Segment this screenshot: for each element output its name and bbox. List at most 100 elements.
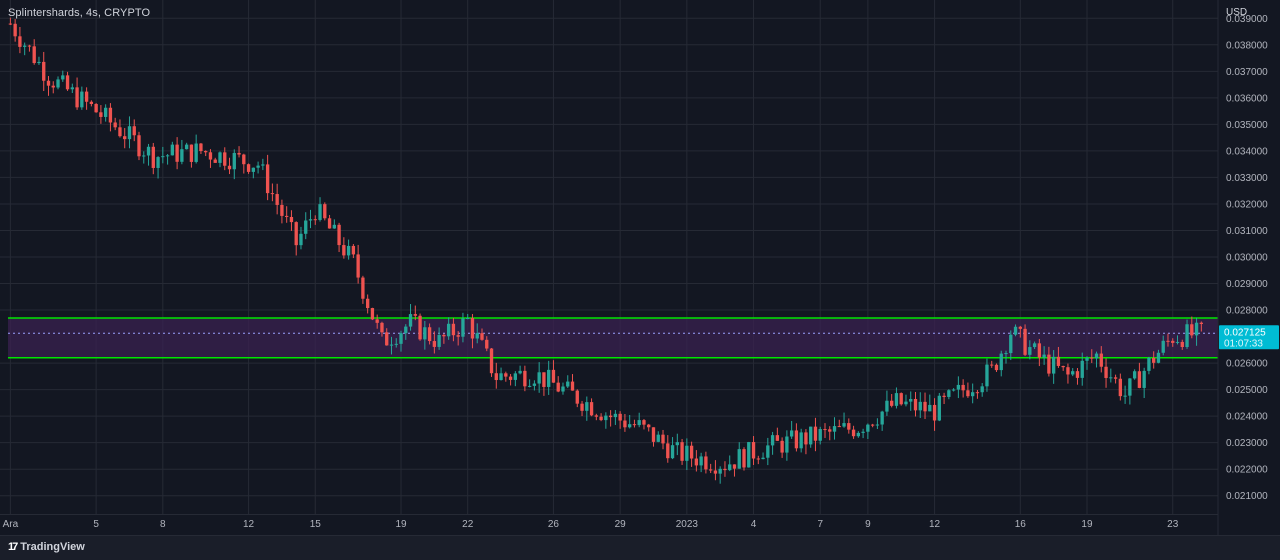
- candle-body: [985, 364, 989, 387]
- candle-body: [718, 468, 722, 474]
- time-tick-label: 19: [1081, 519, 1093, 530]
- candle-body: [508, 376, 513, 380]
- candle-body: [1171, 340, 1175, 343]
- candle-body: [599, 416, 603, 421]
- candle-body: [642, 420, 646, 425]
- candle-body: [570, 381, 575, 391]
- time-tick-label: 5: [93, 519, 99, 530]
- candle-body: [1118, 378, 1123, 397]
- candle-body: [556, 382, 560, 392]
- candle-body: [713, 470, 718, 474]
- time-tick-label: 12: [929, 519, 941, 530]
- candle-body: [365, 298, 370, 309]
- price-tick-label: 0.032000: [1226, 199, 1268, 210]
- candle-body: [832, 426, 837, 432]
- candle-body: [637, 420, 641, 426]
- price-chart[interactable]: 0.039000 0.038000 0.037000 0.036000 0.035000…: [0, 0, 1280, 535]
- candle-body: [475, 333, 479, 339]
- candle-body: [1194, 322, 1199, 336]
- candle-body: [1042, 354, 1046, 358]
- candle-body: [1061, 365, 1065, 368]
- candle-body: [394, 343, 398, 345]
- candle-body: [909, 398, 913, 402]
- candle-body: [404, 326, 408, 334]
- candle-body: [708, 469, 713, 471]
- last-price-value: 0.027125: [1224, 327, 1266, 338]
- price-tick-label: 0.023000: [1226, 438, 1268, 449]
- tradingview-brand[interactable]: 17 TradingView: [8, 541, 85, 553]
- candle-body: [1013, 326, 1018, 335]
- candle-body: [851, 429, 856, 437]
- candle-body: [789, 430, 794, 437]
- candle-body: [123, 136, 127, 140]
- candle-body: [237, 152, 241, 155]
- candle-body: [370, 308, 375, 320]
- candle-body: [156, 157, 160, 168]
- candle-body: [918, 401, 922, 411]
- candle-body: [437, 334, 441, 347]
- candle-body: [847, 423, 851, 430]
- candle-body: [594, 415, 598, 417]
- candle-body: [446, 323, 451, 337]
- candle-body: [742, 449, 746, 468]
- candle-body: [1004, 353, 1008, 355]
- candle-body: [785, 436, 789, 453]
- candle-body: [280, 204, 284, 216]
- candle-body: [1185, 324, 1189, 348]
- time-tick-label: 2023: [676, 519, 699, 530]
- time-tick-label: 29: [615, 519, 627, 530]
- candle-body: [1109, 377, 1113, 379]
- candle-body: [932, 404, 937, 421]
- candle-body: [1056, 356, 1061, 366]
- candle-body: [870, 424, 875, 426]
- candle-body: [270, 193, 275, 195]
- time-tick-label: 19: [395, 519, 407, 530]
- tradingview-logo-icon: 17: [8, 541, 18, 553]
- candle-body: [118, 127, 122, 137]
- time-tick-label: 16: [1015, 519, 1027, 530]
- candle-body: [694, 458, 699, 466]
- candle-body: [70, 87, 74, 90]
- time-axis[interactable]: Ara 5 8 12 15 19 22 26 29 2023 4 7 9 12 16 19 23: [0, 514, 1218, 531]
- candle-body: [1152, 357, 1156, 363]
- candle-body: [809, 426, 813, 445]
- time-tick-label: 8: [160, 519, 166, 530]
- candle-body: [1190, 324, 1194, 336]
- candle-body: [1132, 371, 1137, 379]
- price-tick-label: 0.025000: [1226, 385, 1268, 396]
- candle-body: [890, 400, 894, 406]
- candle-body: [723, 468, 727, 471]
- candle-body: [728, 464, 732, 471]
- candle-body: [780, 440, 784, 453]
- candle-body: [351, 245, 356, 255]
- candle-body: [685, 445, 689, 461]
- candle-body: [1085, 357, 1089, 361]
- price-axis-background: [1218, 0, 1280, 535]
- candle-body: [337, 224, 341, 246]
- candle-body: [65, 75, 70, 90]
- candle-body: [380, 322, 384, 333]
- time-tick-label: 15: [310, 519, 322, 530]
- candle-body: [1018, 326, 1022, 329]
- candle-body: [1175, 341, 1180, 343]
- candle-body: [970, 392, 975, 397]
- candle-body: [585, 402, 589, 411]
- time-tick-label: 12: [243, 519, 255, 530]
- price-axis[interactable]: 0.039000 0.038000 0.037000 0.036000 0.035000…: [1217, 0, 1280, 535]
- candle-body: [994, 364, 999, 371]
- candle-body: [828, 429, 832, 432]
- time-tick-label: 7: [817, 519, 823, 530]
- candle-body: [342, 245, 346, 256]
- candle-body: [589, 402, 594, 416]
- candle-body: [904, 401, 908, 405]
- candle-body: [518, 370, 522, 374]
- time-tick-label: Ara: [3, 519, 19, 530]
- candle-body: [413, 314, 417, 316]
- candle-body: [323, 204, 327, 219]
- candle-body: [142, 155, 146, 157]
- candle-body: [61, 75, 65, 80]
- candle-body: [304, 220, 308, 234]
- candle-body: [461, 318, 465, 337]
- candle-body: [108, 107, 113, 123]
